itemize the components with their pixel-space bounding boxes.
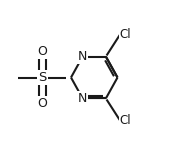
Text: Cl: Cl — [120, 114, 131, 127]
Text: N: N — [78, 50, 87, 63]
Text: Cl: Cl — [120, 28, 131, 41]
Text: S: S — [38, 71, 47, 84]
Text: O: O — [37, 45, 47, 58]
Text: O: O — [37, 97, 47, 110]
Text: N: N — [78, 92, 87, 105]
